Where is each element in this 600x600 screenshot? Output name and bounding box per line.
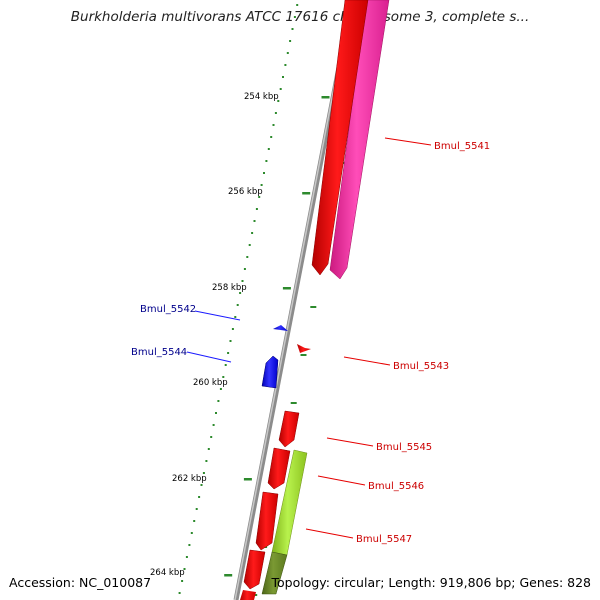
label-line-bmul-5541 xyxy=(384,137,432,146)
tick-dot xyxy=(200,484,203,486)
tick-dot xyxy=(272,124,275,126)
tick-dot xyxy=(274,112,277,114)
major-tick xyxy=(321,96,330,99)
tick-dot xyxy=(181,580,184,582)
tick-dot xyxy=(260,184,263,186)
gene-bmul-5542-arrow[interactable] xyxy=(273,325,288,331)
tick-dot xyxy=(239,292,242,294)
label-line-bmul-5546 xyxy=(317,475,366,486)
tick-label: 256 kbp xyxy=(228,187,263,197)
tick-dot xyxy=(282,76,284,78)
tick-dot xyxy=(215,412,217,414)
label-line-bmul-5545 xyxy=(326,437,374,447)
tick-dot xyxy=(212,424,215,426)
tick-dot xyxy=(263,172,265,174)
tick-dot xyxy=(270,136,273,138)
gene-label-bmul-5547[interactable]: Bmul_5547 xyxy=(356,534,412,545)
tick-dot xyxy=(185,556,188,558)
tick-dot xyxy=(241,280,244,282)
tick-dot xyxy=(291,28,294,30)
tick-dot xyxy=(255,208,258,210)
tick-dot xyxy=(265,160,268,162)
tick-dot xyxy=(193,520,196,522)
map-title: Burkholderia multivorans ATCC 17616 chro… xyxy=(70,9,530,25)
major-tick xyxy=(243,478,252,481)
gene-red-bottom-2-arrow[interactable] xyxy=(240,590,256,600)
label-line-bmul-5543 xyxy=(343,356,391,366)
label-line-bmul-5547 xyxy=(305,528,354,539)
tick-dot xyxy=(224,364,227,366)
gene-bmul-5547-arrow[interactable] xyxy=(255,491,279,551)
gene-label-bmul-5542[interactable]: Bmul_5542 xyxy=(140,304,196,315)
tick-dot xyxy=(284,64,287,66)
gene-bmul-5546-arrow[interactable] xyxy=(267,447,291,490)
tick-dot xyxy=(188,544,191,546)
genome-summary-text: Topology: circular; Length: 919,806 bp; … xyxy=(271,575,592,590)
tick-label: 254 kbp xyxy=(244,92,279,102)
tick-dot xyxy=(183,568,186,570)
tick-dot xyxy=(236,304,239,306)
major-tick xyxy=(282,287,291,290)
tick-dot xyxy=(258,196,261,198)
tick-dot xyxy=(190,532,193,534)
tick-dot xyxy=(251,232,254,234)
tick-dot xyxy=(286,52,289,54)
tick-dot xyxy=(243,268,246,270)
tick-dot xyxy=(210,436,213,438)
major-tick xyxy=(302,192,311,195)
tick-dot xyxy=(234,316,237,318)
tick-dot xyxy=(289,40,292,42)
tick-dot xyxy=(277,100,280,102)
tick-dash xyxy=(290,402,297,404)
tick-dash xyxy=(310,306,317,308)
tick-dot xyxy=(227,352,230,354)
tick-dot xyxy=(207,448,210,450)
major-tick xyxy=(224,574,233,577)
gene-label-bmul-5545[interactable]: Bmul_5545 xyxy=(376,442,432,453)
gene-red-long-arrow[interactable] xyxy=(311,0,369,276)
gene-olive-arrow[interactable] xyxy=(261,551,288,595)
gene-bmul-5544-arrow[interactable] xyxy=(261,355,279,389)
gene-red-bottom-1-arrow[interactable] xyxy=(243,549,266,590)
tick-dot xyxy=(205,460,208,462)
gene-bmul-5543-arrow[interactable] xyxy=(297,344,311,353)
gene-label-bmul-5543[interactable]: Bmul_5543 xyxy=(393,361,449,372)
tick-dash xyxy=(300,354,307,356)
tick-dot xyxy=(217,400,220,402)
tick-dot xyxy=(231,328,234,330)
tick-label: 262 kbp xyxy=(172,474,207,484)
gene-bmul-5545-arrow[interactable] xyxy=(278,410,300,448)
tick-dot xyxy=(279,88,282,90)
tick-dot xyxy=(219,388,222,390)
tick-label: 260 kbp xyxy=(193,378,228,388)
tick-dot xyxy=(178,592,181,594)
tick-dot xyxy=(195,508,198,510)
tick-label: 264 kbp xyxy=(150,568,185,578)
tick-dot xyxy=(296,4,299,6)
gene-label-bmul-5541[interactable]: Bmul_5541 xyxy=(434,141,490,152)
tick-dot xyxy=(229,340,232,342)
label-line-bmul-5542 xyxy=(194,310,241,321)
gene-bmul-5541-pink-arrow[interactable] xyxy=(329,0,390,280)
tick-dot xyxy=(222,376,225,378)
tick-dot xyxy=(253,220,256,222)
gene-label-bmul-5546[interactable]: Bmul_5546 xyxy=(368,481,424,492)
tick-dot xyxy=(246,256,249,258)
tick-dot xyxy=(202,472,205,474)
tick-dot xyxy=(293,16,296,18)
tick-dot xyxy=(267,148,270,150)
tick-label: 258 kbp xyxy=(212,283,247,293)
tick-dot xyxy=(198,496,201,498)
gene-label-bmul-5544[interactable]: Bmul_5544 xyxy=(131,347,187,358)
accession-text: Accession: NC_010087 xyxy=(9,575,152,590)
tick-dot xyxy=(248,244,251,246)
label-line-bmul-5544 xyxy=(186,351,232,363)
